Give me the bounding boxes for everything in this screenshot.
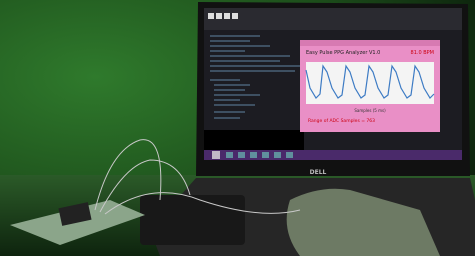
x-axis-label: Samples (5 ms) [354,108,386,113]
editor-toolbar [204,8,462,30]
brand-logo: DELL [310,169,327,176]
console [204,130,304,150]
photo: Easy Pulse PPG Analyzer V1.0 81.0 BPM Sa… [0,0,475,256]
page: Easy Pulse PPG Analyzer V1.0 81.0 BPM Sa… [0,0,475,256]
app-title: Easy Pulse PPG Analyzer V1.0 [306,50,380,56]
start-button [212,151,220,159]
window-titlebar [300,40,440,46]
range-note: Range of ADC Samples = 763 [308,118,375,124]
device-box [140,195,245,245]
bpm-readout: 81.0 BPM [411,50,434,56]
